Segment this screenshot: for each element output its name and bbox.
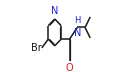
Text: N: N	[74, 28, 81, 38]
Text: O: O	[65, 63, 73, 73]
Text: H: H	[74, 17, 81, 26]
Text: N: N	[51, 6, 58, 16]
Text: Br: Br	[31, 43, 42, 53]
